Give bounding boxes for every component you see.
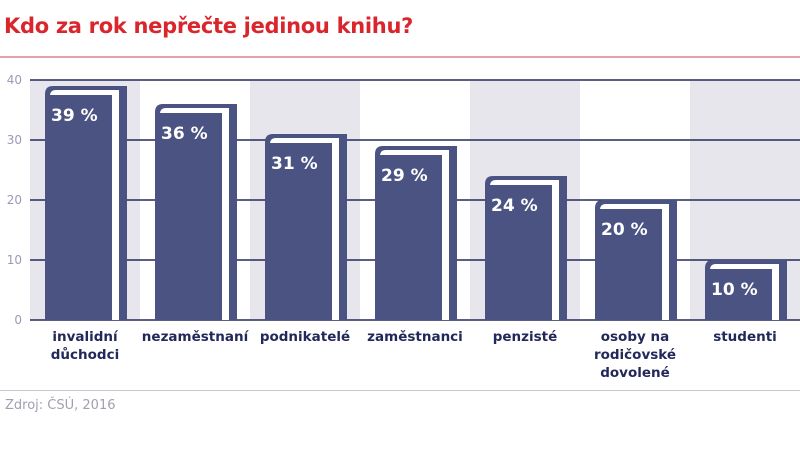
category-label: nezaměstnaní (141, 329, 249, 345)
bar-chart: 0 10 20 30 40 39 % 36 % 31 % 29 % 24 % 20 % 10 % (7, 73, 800, 327)
y-tick-label: 10 (7, 253, 22, 267)
bar (45, 95, 112, 320)
data-label: 29 % (381, 166, 428, 186)
category-label: osoby na rodičovské dovolené (593, 329, 677, 381)
category-label: penzisté (492, 329, 558, 345)
y-tick-label: 40 (7, 73, 22, 87)
bar (265, 143, 332, 320)
bar (155, 113, 222, 320)
data-label: 36 % (161, 124, 208, 144)
category-label: studenti (713, 329, 777, 345)
bar (705, 269, 772, 320)
source-note: Zdroj: ČSÚ, 2016 (5, 398, 116, 413)
data-label: 20 % (601, 220, 648, 240)
data-label: 24 % (491, 196, 538, 216)
bar (485, 185, 552, 320)
chart-title: Kdo za rok nepřečte jedinou knihu? (4, 14, 413, 38)
title-divider (0, 56, 800, 58)
data-label: 10 % (711, 280, 758, 300)
data-label: 31 % (271, 154, 318, 174)
category-label: zaměstnanci (367, 329, 463, 345)
category-label: podnikatelé (259, 329, 351, 345)
source-divider (0, 390, 800, 391)
bar (375, 155, 442, 320)
y-tick-label: 0 (14, 313, 22, 327)
y-tick-label: 30 (7, 133, 22, 147)
bar (595, 209, 662, 320)
y-tick-label: 20 (7, 193, 22, 207)
data-label: 39 % (51, 106, 98, 126)
category-label: invalidní důchodci (50, 329, 120, 363)
